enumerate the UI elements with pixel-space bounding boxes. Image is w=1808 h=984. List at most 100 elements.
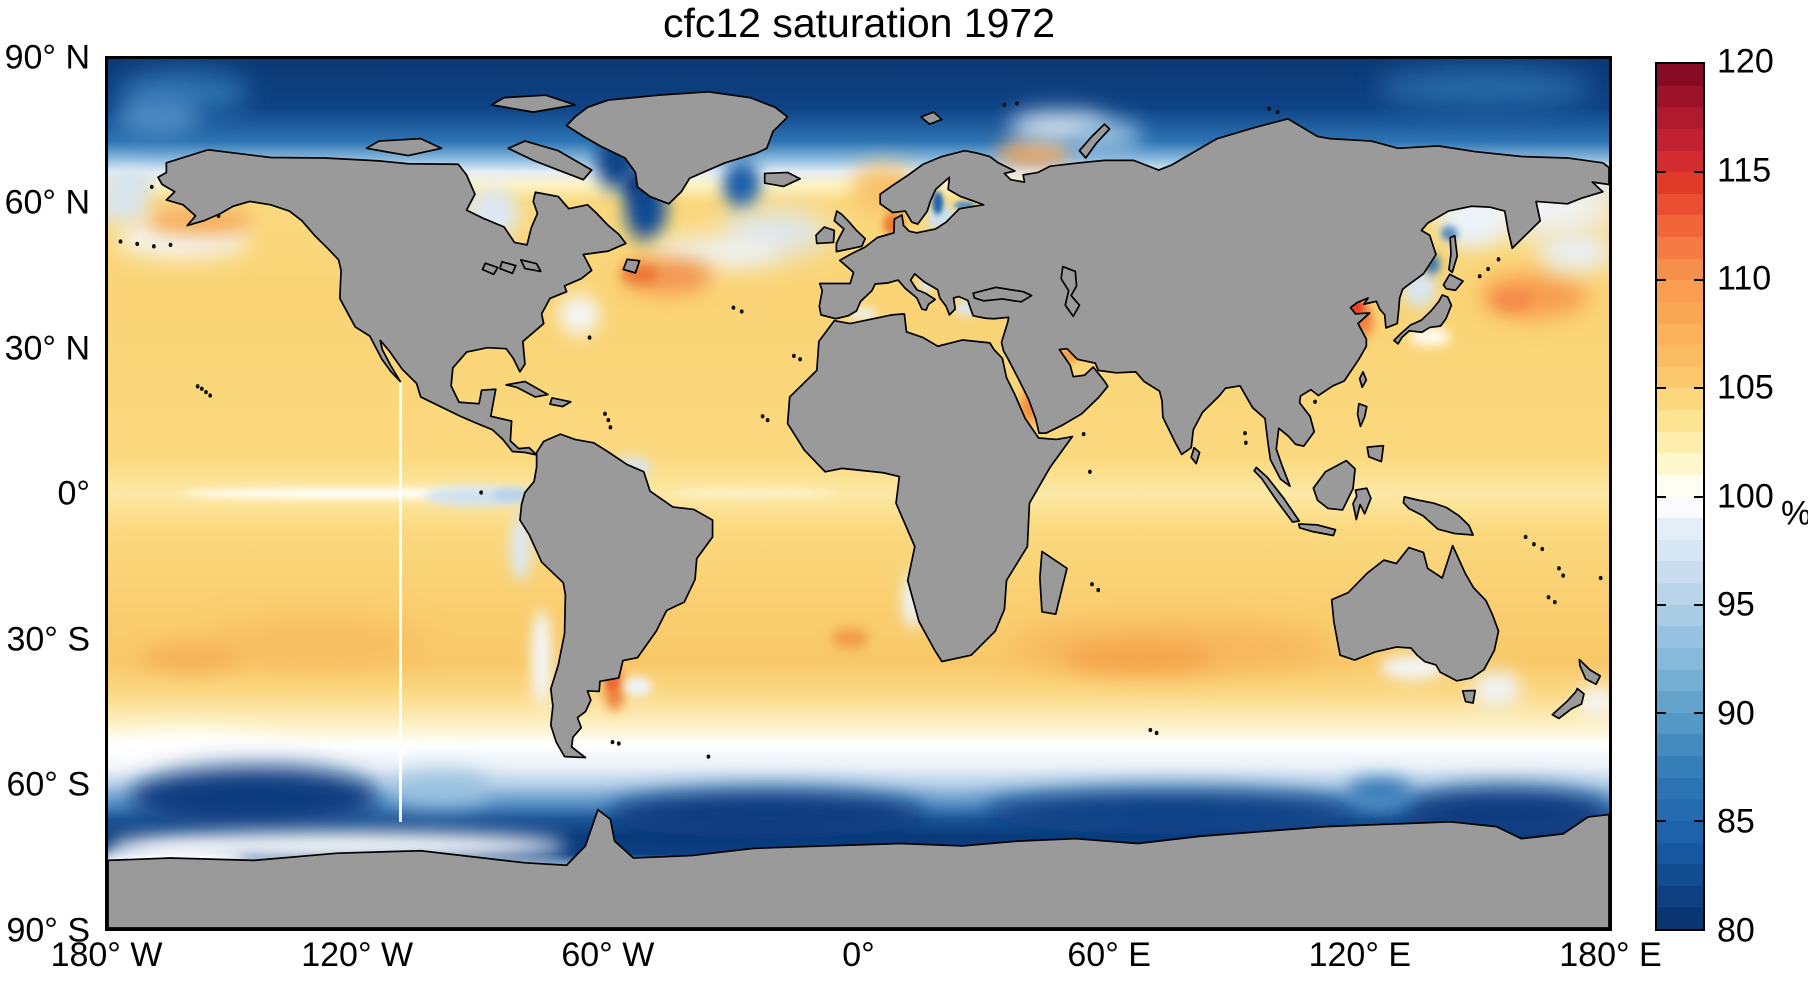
colorbar-band [1657,366,1703,389]
island-dot [610,739,615,745]
ocean-feature [722,160,761,209]
colorbar-tick-label: 120 [1717,42,1774,81]
ocean-feature [1538,232,1609,272]
y-axis-tick-label: 60° S [6,765,90,804]
ocean-feature [108,734,284,774]
landmass-aus [1332,546,1499,681]
island-dot [739,309,744,314]
colorbar-band [1657,258,1703,281]
colorbar-tick [1694,171,1703,174]
island-dot [608,425,613,430]
colorbar-band [1657,561,1703,583]
island-dot [1477,274,1482,279]
colorbar-tick-label: 100 [1717,477,1774,515]
island-dot [1267,106,1272,111]
y-axis-tick-label: 90° N [4,38,90,76]
colorbar-tick [1694,711,1703,714]
inland-water-gl1 [482,263,497,274]
ocean-feature [670,488,838,499]
island-dot [216,213,221,219]
landmass-na [158,150,626,455]
island-dot [204,389,208,395]
colorbar-band [1657,777,1703,800]
y-axis-tick-label: 60° N [4,183,90,222]
colorbar-tick [1657,711,1666,714]
colorbar-tick [1694,279,1703,282]
ocean-feature [650,237,784,267]
colorbar-tick [1657,387,1666,390]
ocean-feature [622,676,653,697]
landmass-his [550,398,571,407]
colorbar-tick-label: 110 [1717,259,1772,298]
colorbar-band [1657,669,1703,692]
map-plot-area [105,56,1612,931]
island-dot [791,353,796,359]
island-dot [1523,534,1528,540]
landmass-tas [1463,690,1476,703]
island-dot [1088,469,1092,474]
colorbar-band [1657,128,1703,151]
colorbar-band [1657,323,1703,346]
colorbar-tick [1657,603,1666,606]
island-dot [731,305,736,310]
x-axis-tick-label: 60° W [561,936,655,974]
colorbar-tick [1694,495,1703,498]
landmass-jav [1299,524,1336,536]
landmass-sum [1254,467,1299,522]
colorbar-band [1657,301,1703,324]
island-dot [1486,266,1490,272]
island-dot [760,414,765,419]
landmass-nzm [1079,124,1109,158]
landmass-sa [520,434,713,757]
world-map [108,59,1609,928]
island-dot [606,417,611,423]
landmass-eur [819,119,1609,486]
landmass-hok [1443,274,1463,290]
ocean-feature [108,186,150,221]
colorbar-band [1657,453,1703,475]
colorbar-band [1657,907,1703,929]
ocean-feature [531,609,553,706]
landmass-ell [492,95,575,112]
colorbar-tick [1657,171,1666,174]
colorbar-band [1657,107,1703,129]
landmass-vic [367,139,442,156]
colorbar-band [1657,215,1703,237]
island-dot [135,241,140,247]
island-dot [1598,575,1603,581]
ocean-feature [1375,68,1593,108]
island-dot [616,741,621,746]
x-axis-tick-label: 0° [842,936,875,974]
island-dot [1015,101,1019,106]
island-dot [1096,587,1101,593]
landmass-grl [567,92,788,204]
colorbar-unit-label: % [1781,495,1808,534]
landmass-nfl [623,259,639,273]
island-dot [1243,430,1247,436]
colorbar-band [1657,864,1703,886]
x-axis-tick-label: 180° W [50,936,163,974]
y-axis-tick-label: 90° S [6,911,90,949]
landmass-svl [921,112,942,124]
landmass-luz [1358,404,1367,427]
colorbar-band [1657,345,1703,367]
landmass-bor [1313,461,1355,510]
island-dot [1090,582,1094,587]
colorbar-band [1657,496,1703,519]
landmass-min [1367,446,1383,462]
island-dot [1540,546,1545,552]
data-gap-line [399,382,402,822]
landmass-afr [788,314,1073,662]
landmass-sak [1449,236,1457,273]
ocean-feature [831,628,869,648]
landmass-nzs [1552,689,1584,719]
island-dot [118,239,123,244]
colorbar-tick [1657,279,1666,282]
landmass-baf [508,141,591,180]
island-dot [706,754,711,759]
y-axis-tick-label: 30° S [6,620,90,658]
colorbar-tick-label: 95 [1717,585,1755,624]
colorbar-band [1657,518,1703,540]
colorbar-tick-label: 85 [1717,802,1755,841]
